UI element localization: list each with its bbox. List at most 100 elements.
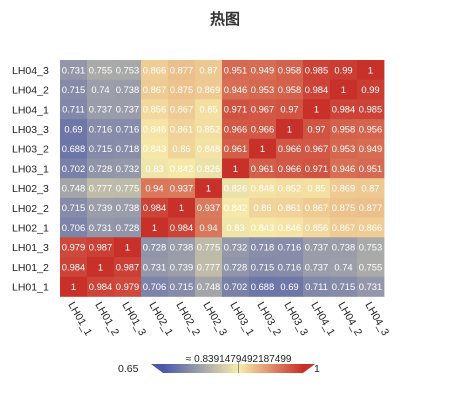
heatmap-cell	[249, 138, 277, 159]
cell-value-label: 0.739	[170, 261, 193, 272]
heatmap-cell	[330, 276, 358, 297]
cell-value-label: 0.775	[116, 182, 139, 193]
heatmap-cell	[357, 138, 385, 159]
cell-value-label: 0.877	[359, 202, 382, 213]
cell-value-label: 0.731	[143, 261, 166, 272]
cell-value-label: 0.753	[359, 242, 382, 253]
heatmap-cell	[303, 99, 331, 120]
heatmap-cell	[303, 79, 331, 100]
heatmap-cell	[141, 257, 169, 278]
heatmap-cell	[168, 197, 196, 218]
cell-value-label: 0.856	[143, 104, 166, 115]
heatmap-cell	[330, 197, 358, 218]
cell-value-label: 0.87	[199, 64, 217, 75]
cell-value-label: 1	[71, 281, 76, 292]
heatmap-cell	[195, 178, 223, 199]
cell-value-label: 0.777	[89, 182, 112, 193]
row-label: LH02_3	[12, 183, 49, 195]
cell-value-label: 0.737	[89, 104, 112, 115]
row-label: LH04_1	[12, 104, 49, 116]
heatmap-cell	[222, 217, 250, 238]
heatmap-cell	[114, 119, 142, 140]
column-label: LH04_2	[335, 300, 364, 338]
cell-value-label: 0.715	[62, 84, 85, 95]
heatmap-cell	[330, 99, 358, 120]
heatmap-cell	[87, 79, 115, 100]
cell-value-label: 0.937	[197, 202, 220, 213]
cell-value-label: 0.951	[224, 64, 247, 75]
row-label: LH03_1	[12, 163, 49, 175]
cell-value-label: 0.715	[332, 281, 355, 292]
cell-value-label: 0.711	[305, 281, 328, 292]
cell-value-label: 0.755	[89, 64, 112, 75]
cell-value-label: 0.738	[116, 202, 139, 213]
cell-value-label: 1	[98, 261, 103, 272]
heatmap-cell	[303, 237, 331, 258]
heatmap-cell	[114, 237, 142, 258]
heatmap-cell	[303, 138, 331, 159]
heatmap-cell	[60, 217, 88, 238]
cell-value-label: 0.755	[359, 261, 382, 272]
heatmap-cell	[114, 217, 142, 238]
cell-value-label: 0.718	[251, 242, 274, 253]
heatmap-cell	[249, 237, 277, 258]
heatmap-cell	[114, 60, 142, 81]
cell-value-label: 0.961	[224, 143, 247, 154]
heatmap-cell	[330, 119, 358, 140]
row-label: LH04_3	[12, 65, 49, 77]
heatmap-cell	[87, 178, 115, 199]
heatmap-cell	[357, 79, 385, 100]
color-bar-max-label: 1	[314, 363, 320, 375]
heatmap-cell	[168, 178, 196, 199]
heatmap-cell	[60, 276, 88, 297]
heatmap-cell	[276, 217, 304, 238]
column-label: LH03_1	[227, 300, 256, 338]
cell-value-label: 1	[179, 202, 184, 213]
cell-value-label: 0.737	[116, 104, 139, 115]
heatmap-cell	[330, 79, 358, 100]
cell-value-label: 0.826	[224, 182, 247, 193]
cell-value-label: 0.949	[359, 143, 382, 154]
cell-value-label: 0.706	[143, 281, 166, 292]
cell-value-label: 0.738	[170, 242, 193, 253]
heatmap-cell	[330, 217, 358, 238]
cell-value-label: 0.848	[251, 182, 274, 193]
heatmap-cell	[303, 158, 331, 179]
cell-value-label: 0.984	[332, 104, 355, 115]
cell-value-label: 0.711	[62, 104, 85, 115]
cell-value-label: 0.848	[197, 143, 220, 154]
heatmap-cell	[87, 276, 115, 297]
heatmap-cell	[357, 276, 385, 297]
heatmap-cell	[303, 276, 331, 297]
cell-value-label: 0.85	[199, 104, 217, 115]
cell-value-label: 0.706	[62, 222, 85, 233]
color-bar-mid-label: ≈ 0.8391479492187499	[186, 354, 292, 365]
cell-value-label: 0.688	[62, 143, 85, 154]
heatmap-cell	[60, 60, 88, 81]
cell-value-label: 1	[287, 123, 292, 134]
cell-value-label: 1	[260, 143, 265, 154]
heatmap-cell	[303, 217, 331, 238]
heatmap-cell	[357, 197, 385, 218]
cell-value-label: 0.715	[251, 261, 274, 272]
cell-value-label: 0.826	[197, 163, 220, 174]
cell-value-label: 0.732	[116, 163, 139, 174]
heatmap-cell	[195, 217, 223, 238]
heatmap-cell	[141, 60, 169, 81]
cell-value-label: 0.861	[278, 202, 301, 213]
cell-value-label: 0.971	[224, 104, 247, 115]
heatmap-cell	[141, 178, 169, 199]
heatmap-cell	[141, 217, 169, 238]
column-label: LH03_2	[254, 300, 283, 338]
heatmap-cell	[114, 257, 142, 278]
cell-value-label: 0.97	[280, 104, 298, 115]
cell-value-label: 0.867	[170, 104, 193, 115]
heatmap-cell	[276, 79, 304, 100]
heatmap-cell	[222, 138, 250, 159]
cell-value-label: 0.738	[116, 84, 139, 95]
cell-value-label: 0.85	[307, 182, 325, 193]
column-label: LH04_1	[308, 300, 337, 338]
cell-value-label: 0.966	[251, 123, 274, 134]
heatmap-cell	[114, 197, 142, 218]
heatmap-cell	[357, 99, 385, 120]
